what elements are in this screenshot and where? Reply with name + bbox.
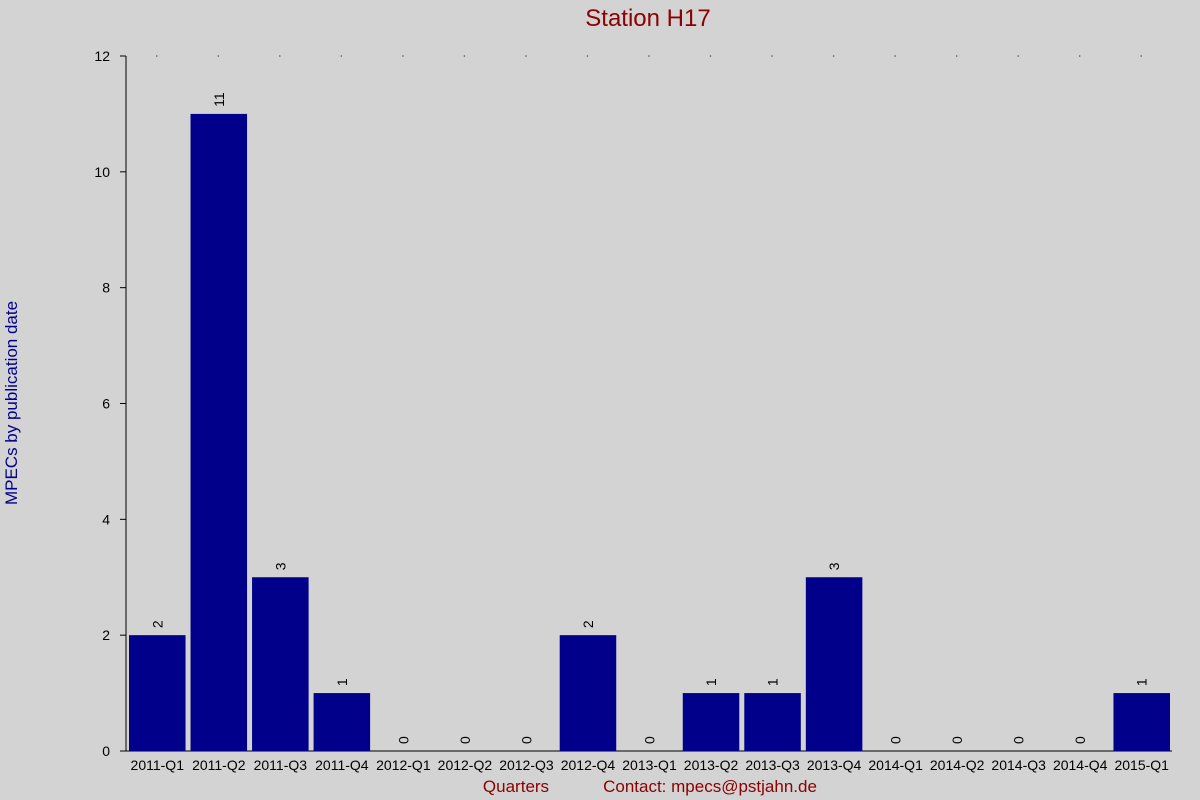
top-marker-dot (832, 55, 835, 57)
y-tick-label: 10 (94, 164, 110, 180)
x-tick-label: 2012-Q4 (561, 757, 616, 773)
bar (190, 113, 248, 751)
top-marker-dot (894, 55, 896, 57)
plot-area: 02468101222011-Q1112011-Q232011-Q312011-… (94, 48, 1172, 773)
x-tick-label: 2011-Q1 (131, 757, 185, 773)
x-tick-label: 2014-Q4 (1053, 757, 1108, 773)
top-marker-dot (1140, 55, 1143, 57)
y-tick-label: 4 (102, 511, 110, 527)
chart-title: Station H17 (585, 5, 710, 32)
y-tick-label: 12 (94, 48, 110, 64)
bar-value-label: 1 (1134, 678, 1150, 686)
bar-value-label: 0 (395, 736, 411, 744)
x-tick-label: 2012-Q3 (499, 757, 554, 773)
bar-value-label: 0 (1011, 736, 1027, 744)
x-tick-label: 2014-Q3 (991, 757, 1046, 773)
x-tick-label: 2013-Q3 (745, 757, 800, 773)
bar (252, 577, 309, 751)
bar-value-label: 0 (642, 736, 658, 744)
top-marker-dot (955, 55, 958, 57)
bar (1113, 693, 1170, 751)
x-tick-label: 2011-Q2 (192, 757, 246, 773)
top-marker-dot (1017, 55, 1019, 57)
x-tick-label: 2014-Q2 (930, 757, 985, 773)
bar-value-label: 1 (334, 678, 350, 686)
bar (559, 635, 617, 751)
top-marker-dot (463, 55, 466, 57)
x-tick-label: 2014-Q1 (868, 757, 923, 773)
top-marker-dot (217, 55, 220, 57)
y-tick-label: 2 (102, 627, 110, 643)
bar-value-label: 0 (457, 736, 473, 744)
top-marker-dot (279, 55, 281, 57)
x-tick-label: 2013-Q1 (622, 757, 677, 773)
bar (744, 693, 801, 751)
bar (129, 635, 186, 751)
bar-value-label: 0 (949, 736, 965, 744)
top-marker-dot (586, 55, 589, 57)
y-tick-label: 6 (102, 396, 110, 412)
top-marker-dot (402, 55, 404, 57)
bar-value-label: 0 (1072, 736, 1088, 744)
bar-value-label: 3 (272, 562, 288, 570)
bar (313, 693, 371, 751)
y-tick-label: 0 (102, 743, 110, 759)
bar-value-label: 11 (211, 92, 227, 107)
bar-value-label: 2 (580, 620, 596, 628)
y-axis-label: MPECs by publication date (2, 301, 21, 505)
x-tick-label: 2011-Q4 (315, 757, 369, 773)
top-marker-dot (155, 55, 158, 57)
top-marker-dot (340, 55, 343, 57)
top-marker-dot (771, 55, 773, 57)
x-tick-label: 2012-Q2 (438, 757, 493, 773)
bar-value-label: 1 (703, 678, 719, 686)
top-marker-dot (525, 55, 527, 57)
bar-value-label: 2 (149, 620, 165, 628)
top-marker-dot (709, 55, 712, 57)
bar (682, 693, 740, 751)
contact-label: Contact: mpecs@pstjahn.de (603, 777, 817, 796)
bar-value-label: 1 (765, 678, 781, 686)
x-tick-label: 2013-Q2 (684, 757, 739, 773)
bar-value-label: 0 (888, 736, 904, 744)
x-tick-label: 2012-Q1 (376, 757, 431, 773)
bar (805, 577, 863, 751)
x-tick-label: 2015-Q1 (1114, 757, 1169, 773)
x-tick-label: 2011-Q3 (254, 757, 308, 773)
top-marker-dot (1078, 55, 1081, 57)
bar-value-label: 3 (826, 562, 842, 570)
x-tick-label: 2013-Q4 (807, 757, 862, 773)
x-axis-label: Quarters (483, 777, 549, 796)
bar-value-label: 0 (518, 736, 534, 744)
top-marker-dot (648, 55, 650, 57)
y-tick-label: 8 (102, 280, 110, 296)
